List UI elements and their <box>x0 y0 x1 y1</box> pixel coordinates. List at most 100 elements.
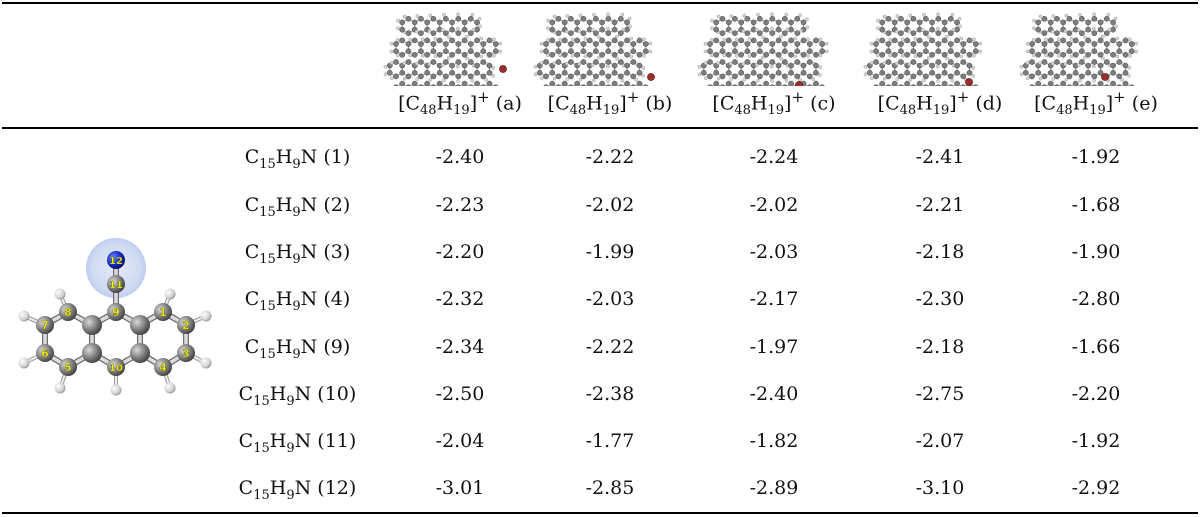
flake-carbon-atom <box>617 73 624 80</box>
flake-carbon-atom <box>1029 59 1035 65</box>
flake-carbon-atom <box>929 62 935 69</box>
flake-carbon-atom <box>449 26 455 33</box>
flake-carbon-atom <box>891 80 898 86</box>
flake-hydrogen-atom <box>793 36 797 41</box>
flake-hydrogen-atom <box>1107 27 1112 32</box>
flake-carbon-atom <box>624 51 630 58</box>
caption-formula-part: [C <box>877 92 900 115</box>
flake-carbon-atom <box>555 15 562 22</box>
row-label-formula-part: 9 <box>292 346 301 362</box>
flake-carbon-atom <box>1054 30 1060 37</box>
flake-hydrogen-atom <box>484 78 488 82</box>
flake-carbon-atom <box>636 69 643 76</box>
flake-carbon-atom <box>461 80 468 86</box>
flake-carbon-atom <box>1116 84 1122 86</box>
flake-hydrogen-atom <box>1078 12 1082 17</box>
flake-hydrogen-atom <box>888 37 893 42</box>
flake-hydrogen-atom <box>882 61 886 65</box>
flake-carbon-atom <box>599 80 605 86</box>
flake-hydrogen-atom <box>945 34 949 39</box>
flake-carbon-atom <box>1103 59 1110 65</box>
flake-hydrogen-atom <box>806 37 810 42</box>
flake-hydrogen-atom <box>926 55 931 60</box>
flake-carbon-atom <box>806 41 813 47</box>
flake-hydrogen-atom <box>442 12 446 17</box>
flake-carbon-atom <box>769 59 776 65</box>
flake-carbon-atom <box>449 69 455 76</box>
flake-carbon-atom <box>941 80 948 86</box>
flake-carbon-atom <box>480 41 487 47</box>
flake-carbon-atom <box>738 69 745 76</box>
flake-carbon-atom <box>549 26 556 33</box>
flake-carbon-atom <box>947 41 954 47</box>
flake-hydrogen-atom <box>1063 62 1068 66</box>
flake-carbon-atom <box>455 59 462 65</box>
flake-carbon-atom <box>424 37 431 44</box>
flake-hydrogen-atom <box>895 14 900 18</box>
flake-hydrogen-atom <box>1032 18 1036 23</box>
header-rule <box>2 127 1198 129</box>
flake-hydrogen-atom <box>641 66 646 70</box>
flake-hydrogen-atom <box>722 37 727 42</box>
flake-carbon-atom <box>561 37 568 44</box>
flake-hydrogen-atom <box>716 76 721 81</box>
table-cell-value: -2.75 <box>915 383 965 405</box>
flake-carbon-atom <box>480 48 487 55</box>
flake-carbon-atom <box>480 73 487 80</box>
flake-carbon-atom <box>1110 19 1116 26</box>
flake-carbon-atom <box>436 19 443 26</box>
flake-carbon-atom <box>960 73 967 80</box>
flake-hydrogen-atom <box>389 61 394 65</box>
flake-carbon-atom <box>1122 80 1129 86</box>
flake-carbon-atom <box>1097 80 1104 86</box>
flake-carbon-atom <box>1035 19 1042 26</box>
flake-carbon-atom <box>393 48 399 55</box>
flake-carbon-atom <box>725 37 732 44</box>
flake-carbon-atom <box>781 73 788 80</box>
flake-hydrogen-atom <box>615 34 619 39</box>
flake-hydrogen-atom <box>615 56 619 61</box>
table-cell-value: -2.80 <box>1071 288 1121 310</box>
flake-carbon-atom <box>568 41 574 47</box>
flake-carbon-atom <box>813 80 819 86</box>
flake-carbon-atom <box>418 48 424 55</box>
flake-carbon-atom <box>1066 15 1073 22</box>
flake-carbon-atom <box>593 73 599 80</box>
flake-hydrogen-atom <box>806 54 810 58</box>
flake-carbon-atom <box>1035 26 1042 33</box>
flake-carbon-atom <box>1054 15 1060 22</box>
flake-hydrogen-atom <box>876 26 880 31</box>
table-cell-value: -2.23 <box>435 194 485 216</box>
flake-hydrogen-atom <box>1050 61 1055 66</box>
atom-number-label: 10 <box>109 363 123 374</box>
flake-carbon-atom <box>781 48 788 55</box>
flake-carbon-atom <box>929 80 935 86</box>
flake-carbon-atom <box>480 59 487 65</box>
hydrogen-atom <box>54 382 66 394</box>
flake-carbon-atom <box>1047 37 1054 44</box>
flake-carbon-atom <box>782 84 788 86</box>
row-label-formula-part: 9 <box>292 204 301 220</box>
flake-hydrogen-atom <box>420 37 425 42</box>
flake-carbon-atom <box>954 62 960 69</box>
flake-hydrogen-atom <box>492 37 496 42</box>
flake-hydrogen-atom <box>402 14 407 19</box>
flake-carbon-atom <box>800 37 807 44</box>
flake-carbon-atom <box>617 15 624 22</box>
flake-carbon-atom <box>586 51 593 58</box>
flake-carbon-atom <box>555 84 562 86</box>
flake-carbon-atom <box>643 84 649 86</box>
flake-carbon-atom <box>430 48 437 55</box>
flake-hydrogen-atom <box>408 37 413 42</box>
flake-carbon-atom <box>1060 69 1067 76</box>
table-cell-value: -1.99 <box>585 241 635 263</box>
flake-carbon-atom <box>879 19 886 26</box>
carbon-atom <box>154 358 172 376</box>
caption-formula-part: + <box>477 88 490 106</box>
flake-carbon-atom <box>449 62 455 69</box>
caption-formula-part: [C <box>712 92 735 115</box>
flake-carbon-atom <box>1110 62 1116 69</box>
flake-carbon-atom <box>568 59 574 65</box>
flake-carbon-atom <box>405 41 412 47</box>
flake-carbon-atom <box>399 80 406 86</box>
